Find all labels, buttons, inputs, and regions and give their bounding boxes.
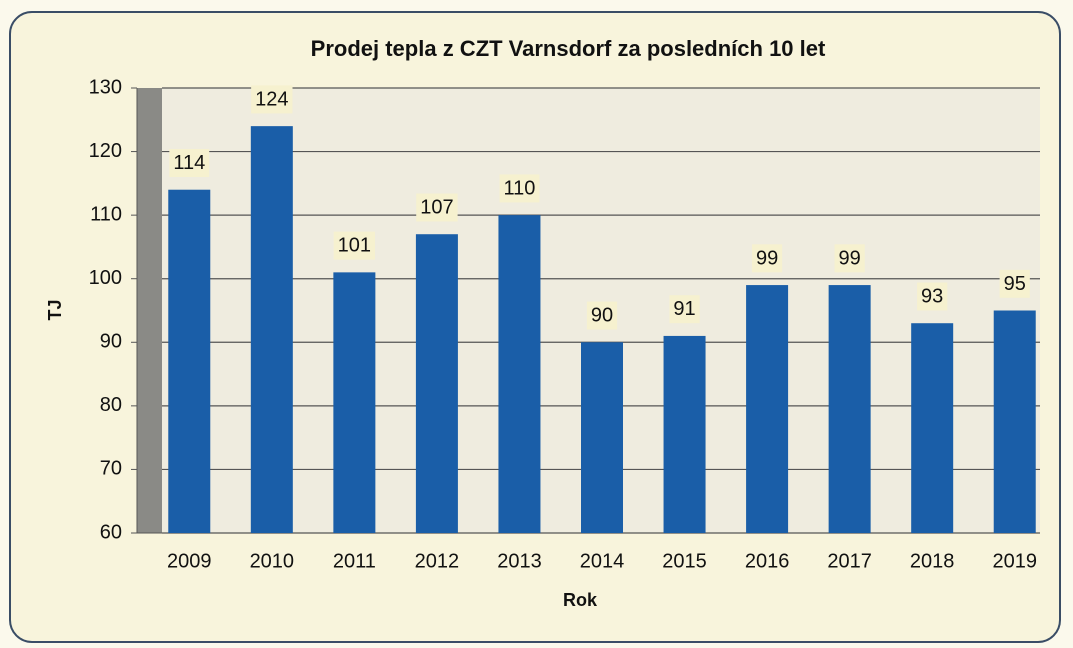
data-label-box	[251, 85, 293, 114]
data-label-box	[416, 193, 458, 222]
x-tick-label: 2018	[910, 550, 955, 572]
data-label-box	[669, 295, 700, 324]
bar	[581, 342, 623, 533]
data-label: 107	[420, 196, 453, 218]
data-label-box	[333, 231, 376, 260]
x-tick-label: 2019	[992, 550, 1037, 572]
data-label-box	[834, 244, 865, 273]
bar	[333, 272, 376, 533]
chart-title: Prodej tepla z CZT Varnsdorf za poslední…	[311, 36, 826, 61]
data-label-box	[999, 269, 1030, 298]
data-label: 110	[504, 177, 536, 199]
y-tick-label: 90	[100, 331, 122, 353]
x-tick-label: 2015	[662, 550, 707, 572]
data-label: 90	[591, 305, 613, 327]
data-label: 91	[673, 298, 695, 320]
y-tick-label: 110	[90, 203, 122, 225]
y-axis-label: TJ	[45, 299, 65, 320]
bar	[415, 234, 458, 533]
bar	[168, 189, 211, 533]
data-label-box	[586, 301, 618, 330]
y-tick-label: 80	[100, 394, 122, 416]
bar	[993, 310, 1036, 533]
x-tick-label: 2011	[333, 550, 376, 572]
bar	[746, 285, 789, 533]
data-label: 99	[839, 247, 861, 269]
data-label: 95	[1004, 273, 1026, 295]
data-label-box	[499, 174, 540, 203]
x-tick-label: 2016	[745, 550, 790, 572]
bar	[250, 126, 293, 534]
plot-wall	[137, 88, 162, 533]
data-label: 99	[756, 247, 778, 269]
y-tick-label: 120	[89, 140, 122, 162]
bar	[663, 335, 706, 533]
data-label: 124	[255, 88, 288, 110]
bar	[828, 285, 871, 533]
y-tick-label: 70	[100, 458, 122, 480]
x-tick-label: 2014	[580, 550, 625, 572]
data-label-box	[169, 148, 210, 177]
x-tick-label: 2017	[827, 550, 872, 572]
x-tick-label: 2013	[497, 550, 542, 572]
data-label: 101	[338, 235, 371, 257]
bar	[498, 215, 541, 533]
data-label: 93	[921, 285, 943, 307]
x-axis-label: Rok	[563, 590, 598, 610]
y-tick-label: 130	[89, 76, 122, 98]
y-tick-label: 100	[89, 267, 122, 289]
x-tick-label: 2010	[250, 550, 295, 572]
data-label: 114	[173, 152, 205, 174]
data-label-box	[751, 244, 783, 273]
x-tick-label: 2012	[415, 550, 460, 572]
data-label-box	[917, 282, 948, 311]
y-tick-label: 60	[100, 521, 122, 543]
bar	[911, 323, 954, 533]
x-tick-label: 2009	[167, 550, 212, 572]
